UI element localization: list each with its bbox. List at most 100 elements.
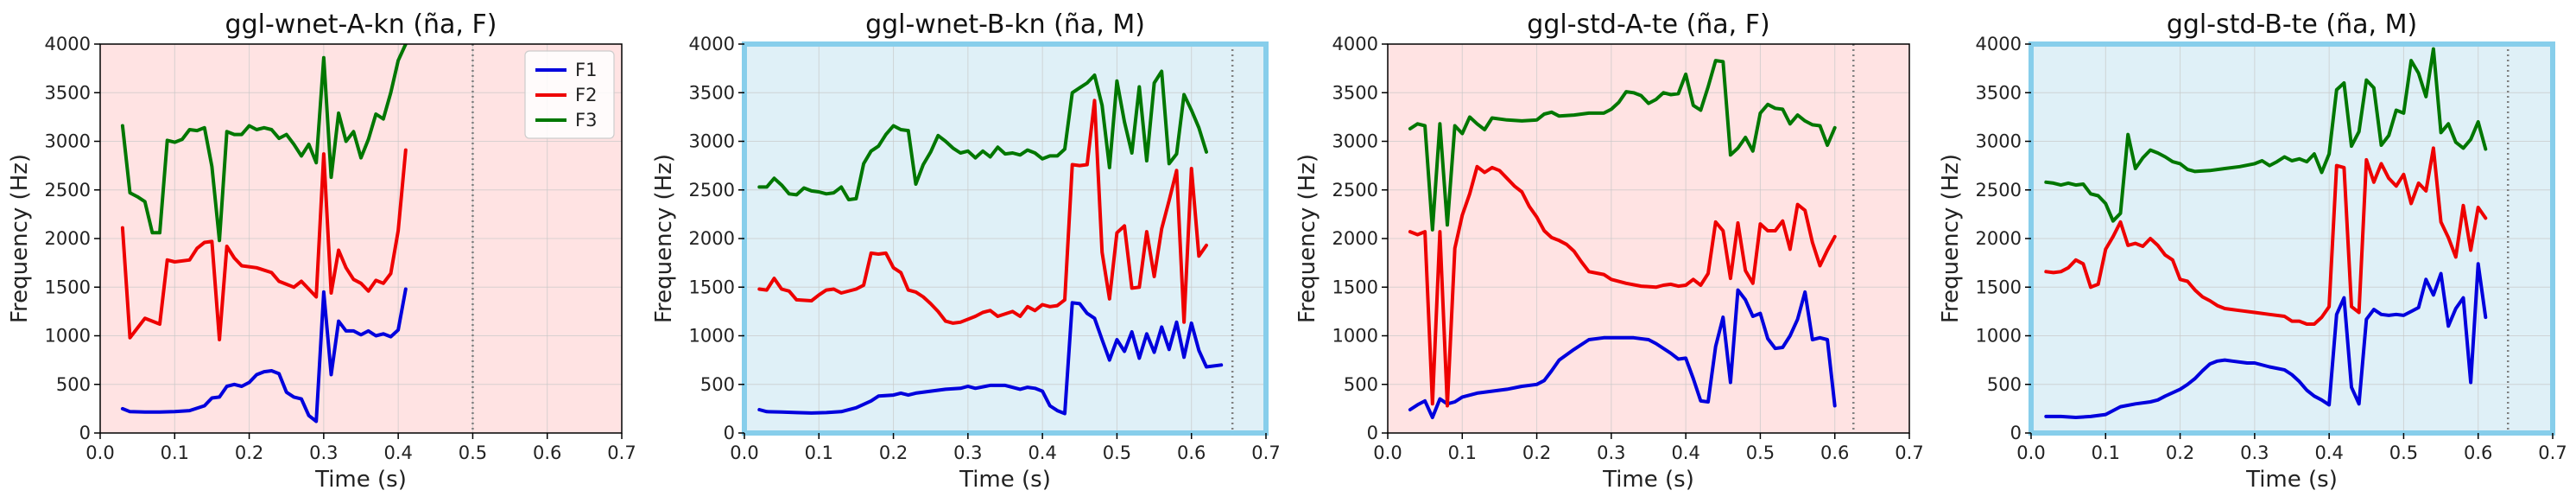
x-tick-label: 0.2 <box>235 443 263 463</box>
panel-title: ggl-std-B-te (ña, M) <box>2167 10 2417 40</box>
series-line-f2 <box>120 148 408 341</box>
series-line-f2 <box>2044 146 2488 326</box>
y-tick-label: 2000 <box>1976 228 2022 249</box>
series-line-f3 <box>1408 59 1837 232</box>
x-tick-label: 0.2 <box>2166 443 2194 463</box>
x-tick-label: 0.3 <box>2240 443 2269 463</box>
y-tick-label: 0 <box>724 423 735 443</box>
panel-2: 0.0 0.1 0.2 0.3 0.4 0.5 0.6 0.7 0 500 1000 1500 2000… <box>651 10 1281 493</box>
x-tick-label: 0.0 <box>85 443 114 463</box>
x-tick-label: 0.6 <box>533 443 561 463</box>
x-tick-label: 0.7 <box>607 443 636 463</box>
y-tick-label: 3500 <box>45 82 91 103</box>
y-axis-label: Frequency (Hz) <box>1938 154 1964 323</box>
y-tick-label: 500 <box>56 374 91 395</box>
x-tick-label: 0.5 <box>1746 443 1775 463</box>
x-tick-label: 0.3 <box>1597 443 1625 463</box>
y-tick-label: 3000 <box>45 131 91 152</box>
x-tick-label: 0.7 <box>1251 443 1280 463</box>
panel-1: 0.0 0.1 0.2 0.3 0.4 0.5 0.6 0.7 0 500 1000 1500 2000… <box>7 10 636 493</box>
panel-4: 0.0 0.1 0.2 0.3 0.4 0.5 0.6 0.7 0 500 1000 1500 2000… <box>1938 10 2567 493</box>
y-tick-label: 2000 <box>1332 228 1378 249</box>
panel-title: ggl-wnet-B-kn (ña, M) <box>865 10 1145 40</box>
y-tick-label: 2500 <box>1332 180 1378 201</box>
x-tick-label: 0.4 <box>1028 443 1056 463</box>
y-tick-label: 1500 <box>689 277 735 297</box>
x-tick-label: 0.1 <box>2092 443 2120 463</box>
x-tick-label: 0.1 <box>161 443 189 463</box>
x-tick-label: 0.0 <box>2016 443 2045 463</box>
y-tick-label: 0 <box>79 423 91 443</box>
y-tick-label: 1500 <box>45 277 91 297</box>
series-line-f2 <box>1408 164 1837 408</box>
x-tick-label: 0.7 <box>2538 443 2567 463</box>
panel-title: ggl-std-A-te (ña, F) <box>1527 10 1769 40</box>
x-tick-label: 0.6 <box>1820 443 1849 463</box>
y-tick-label: 3000 <box>1332 131 1378 152</box>
legend-label: F1 <box>575 60 597 80</box>
series-line-f1 <box>757 301 1224 416</box>
y-tick-label: 2000 <box>689 228 735 249</box>
x-tick-label: 0.5 <box>1103 443 1131 463</box>
y-tick-label: 500 <box>1344 374 1378 395</box>
x-tick-label: 0.3 <box>309 443 338 463</box>
y-tick-label: 1000 <box>1332 326 1378 347</box>
y-tick-label: 3500 <box>1976 82 2022 103</box>
series-line-f2 <box>757 99 1208 325</box>
series-line-f1 <box>120 287 408 423</box>
series-line-f3 <box>757 69 1208 201</box>
y-tick-label: 3000 <box>689 131 735 152</box>
y-tick-label: 4000 <box>689 34 735 54</box>
x-tick-label: 0.4 <box>1671 443 1699 463</box>
y-tick-label: 2500 <box>45 180 91 201</box>
x-tick-label: 0.4 <box>383 443 412 463</box>
series-line-f3 <box>120 44 408 243</box>
x-tick-label: 0.5 <box>2389 443 2418 463</box>
y-tick-label: 1500 <box>1332 277 1378 297</box>
y-tick-label: 500 <box>700 374 735 395</box>
series-line-f3 <box>2044 47 2488 223</box>
panel-title: ggl-wnet-A-kn (ña, F) <box>225 10 497 40</box>
x-tick-label: 0.1 <box>1448 443 1477 463</box>
y-tick-label: 0 <box>1367 423 1378 443</box>
y-tick-label: 2500 <box>689 180 735 201</box>
y-tick-label: 2000 <box>45 228 91 249</box>
legend: F1 F2 F3 <box>524 50 615 139</box>
y-tick-label: 3000 <box>1976 131 2022 152</box>
x-tick-label: 0.2 <box>879 443 908 463</box>
x-axis-label: Time (s) <box>314 467 407 493</box>
x-axis-label: Time (s) <box>2245 467 2338 493</box>
legend-label: F3 <box>575 110 597 131</box>
x-tick-label: 0.6 <box>1177 443 1206 463</box>
x-tick-label: 0.7 <box>1895 443 1923 463</box>
y-tick-label: 3500 <box>689 82 735 103</box>
y-tick-label: 1500 <box>1976 277 2022 297</box>
panel-3: 0.0 0.1 0.2 0.3 0.4 0.5 0.6 0.7 0 500 1000 1500 2000… <box>1294 10 1924 493</box>
y-tick-label: 4000 <box>1332 34 1378 54</box>
legend-box <box>524 50 615 139</box>
y-tick-label: 0 <box>2010 423 2022 443</box>
y-tick-label: 1000 <box>1976 326 2022 347</box>
x-tick-label: 0.0 <box>1373 443 1402 463</box>
x-tick-label: 0.3 <box>953 443 982 463</box>
series-line-f1 <box>1408 288 1837 419</box>
x-tick-label: 0.5 <box>459 443 487 463</box>
x-axis-label: Time (s) <box>1602 467 1694 493</box>
y-axis-label: Frequency (Hz) <box>651 154 677 323</box>
y-tick-label: 4000 <box>1976 34 2022 54</box>
x-tick-label: 0.2 <box>1522 443 1551 463</box>
y-tick-label: 2500 <box>1976 180 2022 201</box>
y-tick-label: 1000 <box>45 326 91 347</box>
x-tick-label: 0.0 <box>730 443 758 463</box>
y-axis-label: Frequency (Hz) <box>7 154 33 323</box>
x-axis-label: Time (s) <box>959 467 1051 493</box>
y-tick-label: 500 <box>1987 374 2022 395</box>
y-tick-label: 4000 <box>45 34 91 54</box>
y-tick-label: 1000 <box>689 326 735 347</box>
x-tick-label: 0.4 <box>2314 443 2343 463</box>
series-line-f1 <box>2044 262 2488 419</box>
y-tick-label: 3500 <box>1332 82 1378 103</box>
legend-label: F2 <box>575 85 597 105</box>
y-axis-label: Frequency (Hz) <box>1294 154 1320 323</box>
